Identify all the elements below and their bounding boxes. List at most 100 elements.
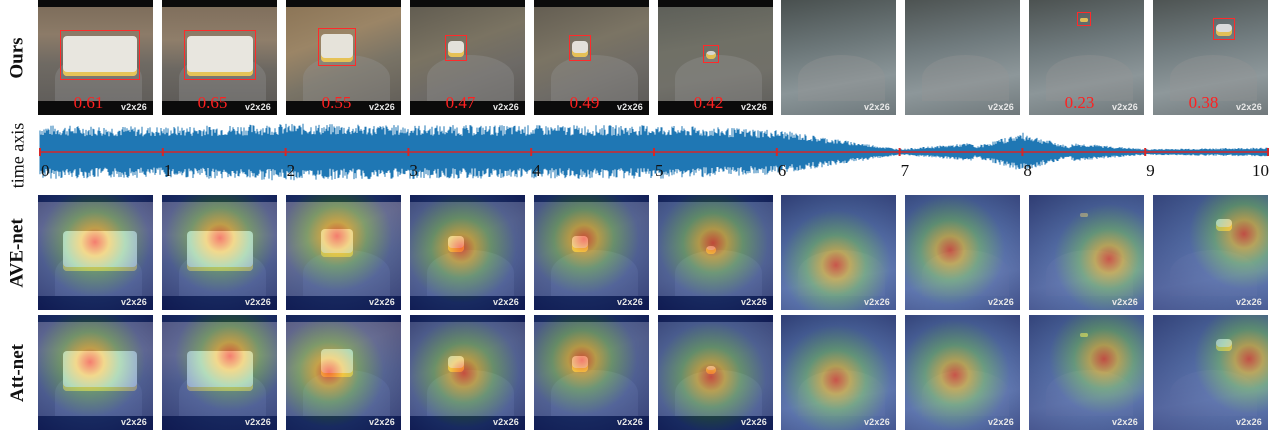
att-net-frame-2: v2x26 <box>162 315 277 430</box>
att-net-frame-1: v2x26 <box>38 315 153 430</box>
watermark: v2x26 <box>1111 417 1138 427</box>
ave-net-frame-5: v2x26 <box>534 195 649 310</box>
watermark: v2x26 <box>1111 102 1138 112</box>
att-net-frame-row: v2x26 v2x26 v2x26 v2x26 v2x26 v2x26 v2x26 v2x26… <box>38 315 1274 430</box>
watermark: v2x26 <box>244 417 271 427</box>
watermark: v2x26 <box>492 297 519 307</box>
car <box>321 34 353 62</box>
ours-frame-4: v2x26 0.47 <box>410 0 525 115</box>
attention-heatmap <box>658 195 773 310</box>
watermark: v2x26 <box>616 417 643 427</box>
attention-heatmap <box>286 315 401 430</box>
localization-score: 0.38 <box>1188 93 1219 112</box>
ours-frame-7: v2x26 <box>781 0 896 115</box>
row-label-time-axis: time axis <box>7 122 28 188</box>
car <box>1216 24 1232 36</box>
localization-score: 0.23 <box>1064 93 1095 112</box>
detection-box <box>1213 18 1235 40</box>
row-label-att-net: Att-net <box>7 343 28 402</box>
watermark: v2x26 <box>368 297 395 307</box>
time-tick-label: 1 <box>164 161 173 180</box>
watermark: v2x26 <box>1235 297 1262 307</box>
video-frame-image <box>905 0 1020 115</box>
localization-score: 0.55 <box>321 93 352 112</box>
time-tick-label: 6 <box>778 161 787 180</box>
attention-heatmap <box>905 315 1020 430</box>
localization-score: 0.42 <box>693 93 724 112</box>
car <box>706 51 716 59</box>
ours-frame-6: v2x26 0.42 <box>658 0 773 115</box>
ave-net-frame-4: v2x26 <box>410 195 525 310</box>
ours-frame-5: v2x26 0.49 <box>534 0 649 115</box>
attention-heatmap <box>286 195 401 310</box>
ave-net-frame-8: v2x26 <box>905 195 1020 310</box>
car <box>1080 18 1088 22</box>
row-label-ours: Ours <box>7 36 28 79</box>
localization-score: 0.47 <box>445 93 476 112</box>
car <box>448 41 464 57</box>
attention-heatmap <box>162 315 277 430</box>
watermark: v2x26 <box>863 417 890 427</box>
localization-score: 0.49 <box>569 93 600 112</box>
detection-box <box>1077 12 1091 26</box>
watermark: v2x26 <box>616 102 643 112</box>
ave-net-frame-10: v2x26 <box>1153 195 1268 310</box>
ours-frame-3: v2x26 0.55 <box>286 0 401 115</box>
attention-heatmap <box>534 195 649 310</box>
video-frame-image <box>1153 0 1268 115</box>
localization-score: 0.65 <box>197 93 228 112</box>
video-frame-image <box>534 0 649 115</box>
att-net-frame-7: v2x26 <box>781 315 896 430</box>
watermark: v2x26 <box>244 297 271 307</box>
car <box>187 36 253 76</box>
ave-net-frame-3: v2x26 <box>286 195 401 310</box>
time-tick-label: 5 <box>655 161 664 180</box>
time-tick-label: 10 <box>1252 161 1269 180</box>
time-tick-label: 2 <box>287 161 296 180</box>
car <box>572 41 588 57</box>
watermark: v2x26 <box>987 417 1014 427</box>
attention-heatmap <box>905 195 1020 310</box>
car <box>63 36 137 76</box>
watermark: v2x26 <box>368 102 395 112</box>
ours-frame-1: v2x26 0.61 <box>38 0 153 115</box>
localization-score: 0.61 <box>73 93 104 112</box>
att-net-frame-10: v2x26 <box>1153 315 1268 430</box>
attention-heatmap <box>38 315 153 430</box>
watermark: v2x26 <box>492 102 519 112</box>
watermark: v2x26 <box>120 417 147 427</box>
attention-heatmap <box>410 195 525 310</box>
attention-heatmap <box>162 195 277 310</box>
detection-box <box>445 35 467 61</box>
att-net-frame-8: v2x26 <box>905 315 1020 430</box>
attention-heatmap <box>781 315 896 430</box>
time-tick-label: 7 <box>901 161 910 180</box>
time-tick-label: 9 <box>1146 161 1155 180</box>
watermark: v2x26 <box>1235 417 1262 427</box>
watermark: v2x26 <box>492 417 519 427</box>
watermark: v2x26 <box>616 297 643 307</box>
watermark: v2x26 <box>368 417 395 427</box>
watermark: v2x26 <box>740 297 767 307</box>
time-tick-label: 8 <box>1023 161 1032 180</box>
detection-box <box>184 30 256 80</box>
ours-frame-8: v2x26 <box>905 0 1020 115</box>
ours-frame-row: v2x26 0.61 v2x26 0.65 v2x26 0.55 v2x26 0.47 v2x2… <box>38 0 1274 115</box>
audio-waveform: 0 1 2 3 4 5 6 7 8 9 10 <box>36 118 1276 192</box>
detection-box <box>318 28 356 66</box>
watermark: v2x26 <box>1235 102 1262 112</box>
att-net-frame-6: v2x26 <box>658 315 773 430</box>
row-label-ave-net: AVE-net <box>7 217 29 288</box>
watermark: v2x26 <box>740 417 767 427</box>
ours-frame-10: v2x26 0.38 <box>1153 0 1268 115</box>
ave-net-frame-6: v2x26 <box>658 195 773 310</box>
ave-net-frame-row: v2x26 v2x26 v2x26 v2x26 v2x26 v2x26 v2x26 v2x26… <box>38 195 1274 310</box>
ave-net-frame-2: v2x26 <box>162 195 277 310</box>
attention-heatmap <box>1029 195 1144 310</box>
attention-heatmap <box>534 315 649 430</box>
ave-net-frame-7: v2x26 <box>781 195 896 310</box>
attention-heatmap <box>658 315 773 430</box>
attention-heatmap <box>1153 315 1268 430</box>
detection-box <box>703 45 719 63</box>
video-frame-image <box>658 0 773 115</box>
